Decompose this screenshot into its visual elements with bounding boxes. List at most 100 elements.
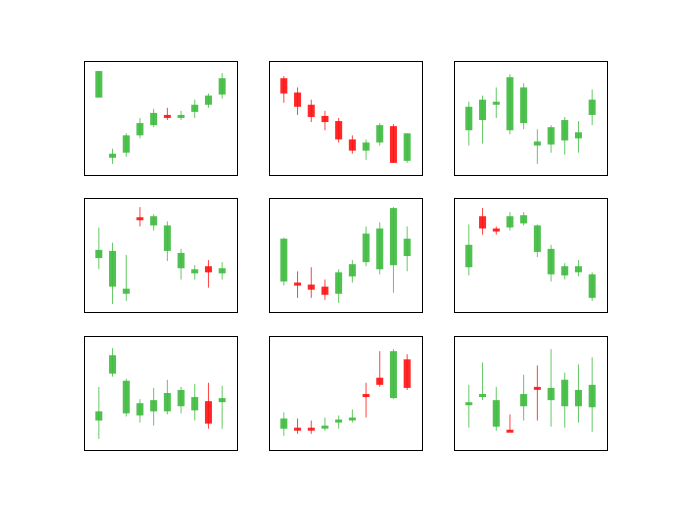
candle-body-down <box>163 114 171 118</box>
candle <box>362 226 370 267</box>
candle-body-up <box>574 132 582 139</box>
candle <box>280 76 288 103</box>
candle <box>280 237 288 286</box>
candle <box>95 227 103 270</box>
candle-body-down <box>294 282 302 286</box>
candle <box>177 386 185 414</box>
candle <box>307 267 315 298</box>
candle <box>335 415 343 429</box>
candle <box>533 365 541 421</box>
candle <box>122 378 130 417</box>
panel-frame <box>84 61 238 176</box>
candle-body-up <box>335 419 343 423</box>
candle-body-up <box>376 228 384 270</box>
candle <box>163 221 171 262</box>
candle <box>561 263 569 280</box>
candle <box>533 224 541 258</box>
candle <box>95 71 103 98</box>
candle-body-down <box>348 139 356 151</box>
candle-body-down <box>376 377 384 385</box>
panel-frame <box>269 198 423 313</box>
candle-body-up <box>506 216 514 228</box>
candle <box>109 148 117 164</box>
candle-body-down <box>294 427 302 431</box>
candle <box>321 110 329 131</box>
candle <box>95 386 103 439</box>
candle-body-down <box>533 386 541 390</box>
candle-body-up <box>561 266 569 276</box>
candle <box>218 385 226 429</box>
candle-body-down <box>362 394 370 398</box>
candle <box>362 139 370 160</box>
candle-body-up <box>403 133 411 161</box>
candle <box>520 374 528 421</box>
candle <box>163 379 171 415</box>
candle-body-down <box>307 427 315 431</box>
panel-frame <box>84 198 238 313</box>
candle-body-up <box>109 355 117 374</box>
candle-body-up <box>95 249 103 259</box>
candle <box>335 269 343 303</box>
candle <box>204 260 212 288</box>
candle <box>109 242 117 304</box>
candlestick-panel-4 <box>84 198 238 313</box>
candlestick-panel-8 <box>269 336 423 451</box>
candle-body-up <box>109 153 117 158</box>
candle-body-up <box>163 225 171 251</box>
candle <box>109 348 117 377</box>
candle <box>136 207 144 227</box>
candlestick-panel-1 <box>84 61 238 176</box>
candle <box>479 95 487 144</box>
candle <box>492 226 500 235</box>
candle-body-up <box>204 95 212 105</box>
candle <box>561 372 569 428</box>
candle-body-up <box>506 77 514 131</box>
candle <box>588 272 596 301</box>
candle-body-up <box>574 389 582 407</box>
panel-frame <box>454 198 608 313</box>
candle-body-up <box>122 135 130 153</box>
candle <box>348 260 356 283</box>
candle <box>280 412 288 436</box>
candle-body-up <box>520 215 528 224</box>
candle-body-up <box>574 266 582 273</box>
candle <box>389 124 397 163</box>
candle <box>465 384 473 428</box>
candle <box>204 382 212 429</box>
candle-body-down <box>204 266 212 273</box>
candle-body-up <box>177 114 185 118</box>
candle <box>492 87 500 118</box>
candle <box>376 123 384 146</box>
candle-body-down <box>294 92 302 107</box>
candle <box>547 125 555 153</box>
candlestick-panel-6 <box>454 198 608 313</box>
panel-frame <box>269 336 423 451</box>
candle-body-down <box>321 286 329 295</box>
candle-body-up <box>520 87 528 124</box>
candle-body-up <box>150 216 158 226</box>
candle <box>191 99 199 118</box>
panel-frame <box>454 61 608 176</box>
panel-frame <box>84 336 238 451</box>
candle-body-down <box>403 359 411 388</box>
candle-body-down <box>280 78 288 94</box>
candle-body-up <box>280 238 288 282</box>
candle <box>547 349 555 427</box>
candle <box>307 420 315 434</box>
candle <box>204 93 212 108</box>
candle <box>506 414 514 433</box>
candle <box>294 87 302 115</box>
candlestick-panel-2 <box>269 61 423 176</box>
candle-body-up <box>561 120 569 141</box>
candle-body-up <box>533 225 541 252</box>
candle-body-down <box>492 228 500 232</box>
candle-body-down <box>335 121 343 140</box>
candle-body-up <box>335 272 343 294</box>
candle <box>574 121 582 153</box>
candle-body-up <box>136 123 144 136</box>
candle-body-up <box>376 125 384 143</box>
candle-body-up <box>218 398 226 403</box>
candle-body-up <box>465 106 473 131</box>
candle <box>588 89 596 126</box>
candle-body-up <box>321 425 329 429</box>
